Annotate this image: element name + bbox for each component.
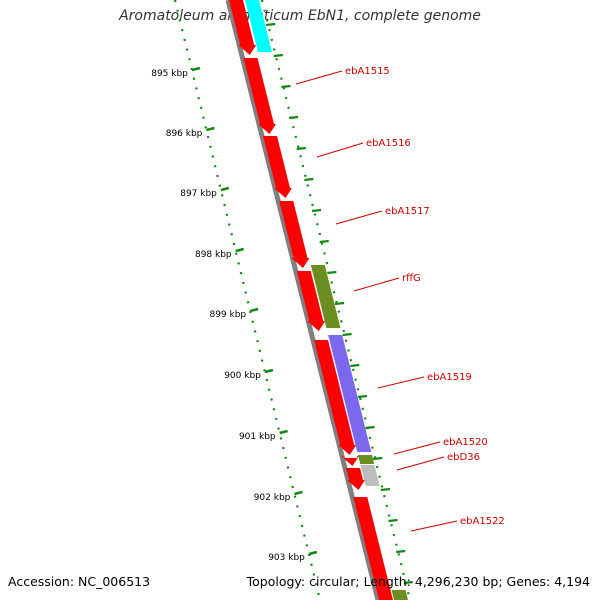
outer-tick [403, 580, 413, 585]
ebD36-feature [360, 465, 380, 486]
gene-labels: ebA1515 ebA1516 ebA1517 rffG ebA1519 ebA1520 e… [345, 66, 505, 527]
kbp-tick [235, 247, 244, 253]
gene-label: ebD36 [447, 452, 480, 463]
cds-feature [314, 340, 357, 455]
kbp-label: 902 kbp [254, 493, 291, 503]
cds-feature [229, 0, 257, 55]
cds-feature [341, 456, 359, 466]
outer-tick [304, 177, 314, 182]
kbp-tick [294, 490, 303, 496]
kbp-label: 903 kbp [268, 553, 305, 563]
gene-label: ebA1522 [460, 516, 505, 527]
outer-tick [365, 425, 375, 430]
kbp-tick [191, 66, 201, 72]
kbp-tick [206, 126, 215, 132]
backbone [225, 0, 381, 600]
outer-tick [296, 146, 306, 151]
outer-tick [357, 394, 368, 399]
outer-tick [396, 549, 406, 554]
topology-label: Topology: circular; Length: 4,296,230 bp… [246, 574, 590, 589]
cds-feature [279, 201, 310, 268]
gene-label: ebA1515 [345, 66, 390, 77]
kbp-label: 898 kbp [195, 250, 232, 260]
gene-label: ebA1517 [385, 206, 430, 217]
label-leader [353, 277, 400, 292]
cds-feature [243, 58, 276, 134]
scale-labels: 895 kbp 896 kbp 897 kbp 898 kbp 899 kbp 900 k… [151, 69, 305, 563]
label-leader [396, 456, 445, 471]
outer-scale-dots [260, 0, 412, 600]
label-leader [377, 376, 425, 389]
outer-tick [319, 239, 329, 244]
inner-scale-dots [173, 0, 322, 600]
kbp-label: 899 kbp [209, 310, 246, 320]
kbp-label: 901 kbp [239, 432, 276, 442]
olive-feature [357, 455, 375, 464]
scale-ticks [173, 0, 413, 600]
kbp-label: 896 kbp [166, 129, 203, 139]
outer-tick [342, 332, 352, 337]
cds-feature [353, 497, 393, 600]
kbp-label: 900 kbp [224, 371, 261, 381]
outer-tick [373, 456, 383, 461]
outer-tick [288, 115, 299, 120]
kbp-tick [249, 307, 259, 313]
cds-feature [346, 468, 365, 490]
outer-tick [380, 487, 390, 492]
outer-tick [281, 84, 291, 89]
kbp-tick [308, 550, 318, 556]
kbp-label: 895 kbp [151, 69, 188, 79]
genome-backbone [225, 0, 381, 600]
label-leader [316, 142, 364, 158]
olive-feature [391, 590, 408, 600]
cds-feature [296, 271, 326, 331]
label-leader [335, 210, 383, 225]
gene-label: ebA1520 [443, 437, 488, 448]
rffG-feature [310, 265, 341, 328]
gene-label: ebA1519 [427, 372, 472, 383]
purple-feature [328, 335, 372, 452]
kbp-tick [264, 368, 274, 374]
kbp-tick [279, 429, 288, 435]
label-leader [295, 70, 343, 85]
label-leader [393, 441, 441, 455]
kbp-tick [220, 186, 230, 192]
outer-tick [350, 363, 360, 368]
gene-label: rffG [402, 273, 421, 284]
outer-tick [266, 22, 276, 27]
outer-tick [273, 53, 283, 58]
accession-label: Accession: NC_006513 [8, 574, 151, 589]
kbp-label: 897 kbp [180, 189, 217, 199]
outer-tick [388, 518, 398, 523]
gene-features [229, 0, 408, 600]
label-leader [410, 520, 458, 532]
outer-tick [334, 301, 345, 306]
gene-label: ebA1516 [366, 138, 411, 149]
outer-tick [311, 208, 322, 213]
map-title: Aromatoleum aromaticum EbN1, complete ge… [119, 8, 481, 24]
outer-tick [327, 270, 337, 275]
cds-feature [263, 136, 292, 198]
cyan-feature [245, 0, 272, 52]
label-leaders [295, 70, 458, 532]
